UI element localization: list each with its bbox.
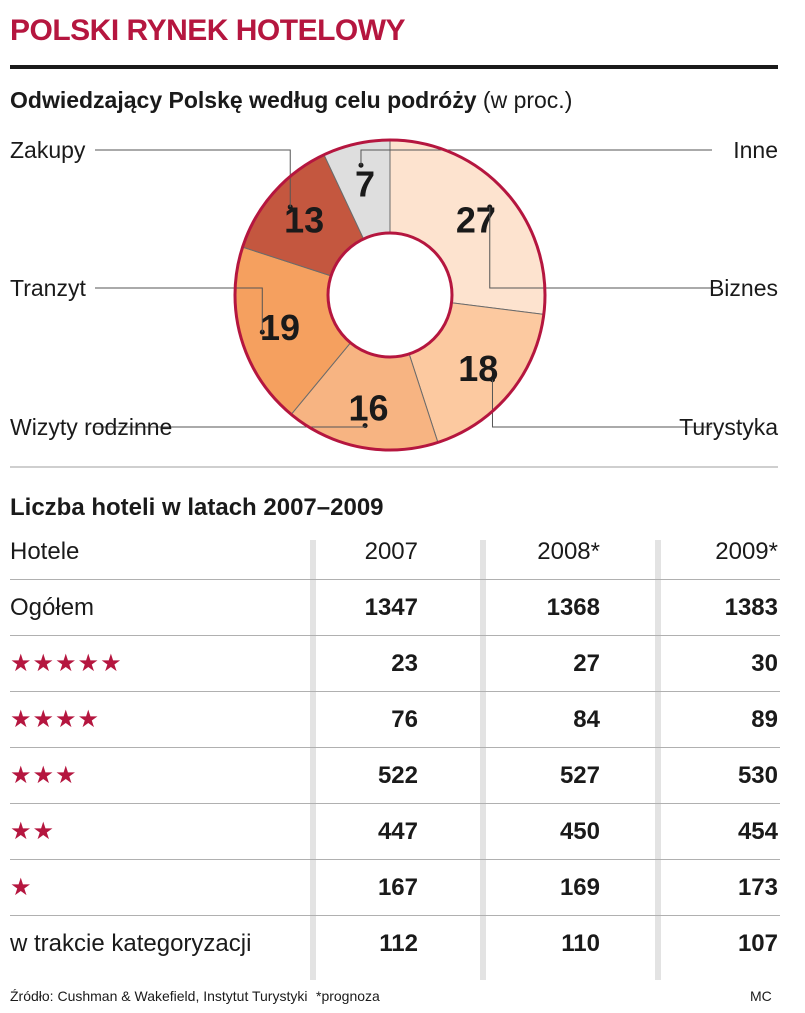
table-row-2-stars: ★★ 447 450 454 <box>10 804 780 860</box>
slice-label-inne: Inne <box>733 137 778 163</box>
section-separator <box>10 466 778 468</box>
slice-label-zakupy: Zakupy <box>10 137 86 163</box>
slice-label-biznes: Biznes <box>709 275 778 301</box>
four-stars-icon: ★★★★ <box>10 706 101 733</box>
cell-2008: 110 <box>561 930 600 957</box>
slice-value-tranzyt: 19 <box>260 307 300 348</box>
pie-title: Odwiedzający Polskę według celu podróży … <box>10 87 572 114</box>
cell-2007: 112 <box>379 930 418 957</box>
leader-line-biznes <box>489 207 712 289</box>
donut-outer-ring <box>233 138 547 452</box>
slice-value-turystyka: 18 <box>458 348 498 389</box>
leader-line-tranzyt <box>95 287 263 333</box>
top-rule <box>10 65 778 69</box>
table-header-2008: 2008* <box>537 538 600 565</box>
cell-2009: 454 <box>737 818 778 845</box>
cell-2007: 1347 <box>364 594 418 621</box>
cell-2009: 173 <box>737 874 778 901</box>
cell-2009: 89 <box>751 706 778 733</box>
three-stars-icon: ★★★ <box>10 762 78 789</box>
row-label: w trakcie kategoryzacji <box>10 930 252 957</box>
table-header-label: Hotele <box>10 538 80 565</box>
cell-2009: 107 <box>737 930 778 957</box>
row-label: Ogółem <box>10 594 95 621</box>
table-title: Liczba hoteli w latach 2007–2009 <box>10 494 384 521</box>
cell-2009: 1383 <box>724 594 778 621</box>
cell-2008: 450 <box>559 818 600 845</box>
leader-line-zakupy <box>95 149 291 208</box>
leader-line-inne <box>360 149 712 166</box>
cell-2008: 27 <box>573 650 600 677</box>
slice-label-wizyty-rodzinne: Wizyty rodzinne <box>10 414 172 440</box>
main-title: POLSKI RYNEK HOTELOWY <box>10 14 406 47</box>
donut-hole <box>326 231 454 359</box>
pie-title-main: Odwiedzający Polskę według celu podróży <box>10 87 477 113</box>
footer-note: *prognoza <box>316 988 380 1004</box>
cell-2008: 84 <box>573 706 600 733</box>
table-row-3-stars: ★★★ 522 527 530 <box>10 748 780 804</box>
table-header-row: Hotele 2007 2008* 2009* <box>10 524 780 580</box>
cell-2007: 447 <box>377 818 418 845</box>
slice-label-tranzyt: Tranzyt <box>10 275 86 301</box>
leader-line-turystyka <box>491 379 712 428</box>
cell-2007: 76 <box>391 706 418 733</box>
cell-2009: 530 <box>737 762 778 789</box>
table-row-1-star: ★ 167 169 173 <box>10 860 780 916</box>
pie-title-unit: (w proc.) <box>482 87 573 113</box>
leader-dot-zakupy <box>287 204 293 210</box>
footer-author: MC <box>750 988 772 1004</box>
table-header-2007: 2007 <box>364 538 418 565</box>
cell-2008: 169 <box>559 874 600 901</box>
table-row-5-stars: ★★★★★ 23 27 30 <box>10 636 780 692</box>
cell-2008: 1368 <box>546 594 600 621</box>
column-divider-2009 <box>655 540 661 980</box>
slice-value-wizyty-rodzinne: 16 <box>349 387 389 428</box>
cell-2007: 167 <box>377 874 418 901</box>
table-row-uncategorized: w trakcie kategoryzacji 112 110 107 <box>10 916 780 972</box>
footer-source: Źródło: Cushman & Wakefield, Instytut Tu… <box>10 988 308 1004</box>
column-divider-2007 <box>310 540 316 980</box>
cell-2007: 522 <box>377 762 418 789</box>
leader-line-wizyty-rodzinne <box>95 425 366 428</box>
five-stars-icon: ★★★★★ <box>10 650 123 677</box>
cell-2007: 23 <box>391 650 418 677</box>
cell-2009: 30 <box>751 650 778 677</box>
slice-value-inne: 7 <box>355 163 375 204</box>
leader-dot-tranzyt <box>259 329 265 335</box>
cell-2008: 527 <box>559 762 600 789</box>
one-star-icon: ★ <box>10 874 33 901</box>
slice-label-turystyka: Turystyka <box>679 414 778 440</box>
table-row-total: Ogółem 1347 1368 1383 <box>10 580 780 636</box>
table-row-4-stars: ★★★★ 76 84 89 <box>10 692 780 748</box>
table-header-2009: 2009* <box>715 538 778 565</box>
column-divider-2008 <box>480 540 486 980</box>
two-stars-icon: ★★ <box>10 818 56 845</box>
